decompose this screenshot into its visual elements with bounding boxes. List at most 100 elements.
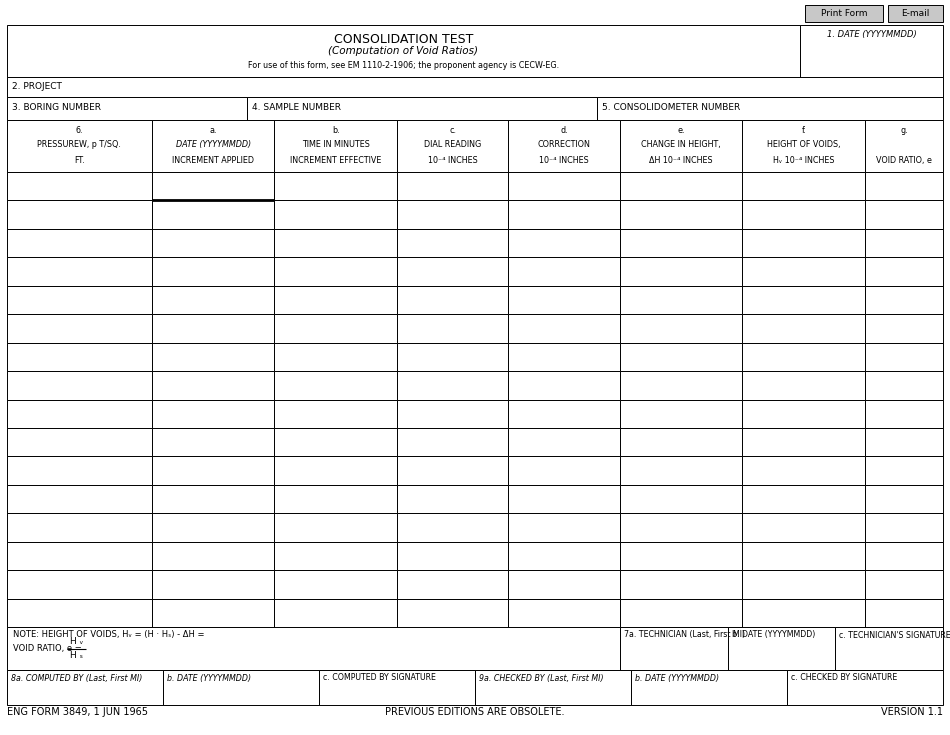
Bar [7, 120, 152, 172]
Bar [631, 670, 787, 705]
Bar [7, 371, 152, 400]
Bar [152, 314, 275, 343]
Text: H ᵥ: H ᵥ [70, 637, 84, 647]
Bar [619, 120, 743, 172]
Text: g.: g. [901, 126, 908, 135]
Bar [743, 343, 865, 371]
Bar [743, 201, 865, 229]
Bar [743, 570, 865, 598]
Text: DIAL READING: DIAL READING [424, 140, 482, 149]
Bar [275, 257, 397, 286]
Bar [397, 314, 508, 343]
Bar [275, 371, 397, 400]
Bar [619, 598, 743, 627]
Bar [7, 485, 152, 513]
Bar [275, 120, 397, 172]
Text: 4. SAMPLE NUMBER: 4. SAMPLE NUMBER [252, 103, 341, 112]
Text: FT.: FT. [74, 156, 85, 165]
Bar [508, 172, 619, 201]
Bar [865, 570, 943, 598]
Bar [397, 257, 508, 286]
Bar [865, 201, 943, 229]
Bar [508, 257, 619, 286]
Text: Print Form: Print Form [821, 9, 867, 18]
Bar [865, 314, 943, 343]
Bar [7, 97, 247, 120]
Bar [275, 400, 397, 428]
Bar [152, 229, 275, 257]
Bar [619, 542, 743, 570]
Bar [7, 670, 163, 705]
Bar [728, 627, 835, 670]
Bar [508, 343, 619, 371]
Bar [475, 670, 631, 705]
Text: a.: a. [209, 126, 217, 135]
Bar [743, 485, 865, 513]
Bar [152, 513, 275, 542]
Text: CHANGE IN HEIGHT,: CHANGE IN HEIGHT, [641, 140, 721, 149]
Bar [743, 456, 865, 485]
Text: ENG FORM 3849, 1 JUN 1965: ENG FORM 3849, 1 JUN 1965 [7, 707, 148, 717]
Text: c. TECHNICIAN'S SIGNATURE: c. TECHNICIAN'S SIGNATURE [839, 631, 950, 639]
Bar [152, 456, 275, 485]
Bar [152, 201, 275, 229]
Text: ΔH 10⁻⁴ INCHES: ΔH 10⁻⁴ INCHES [650, 156, 712, 165]
Bar [319, 670, 475, 705]
Bar [152, 598, 275, 627]
Text: 1. DATE (YYYYMMDD): 1. DATE (YYYYMMDD) [826, 30, 917, 39]
Bar [7, 257, 152, 286]
Bar [7, 598, 152, 627]
Bar [247, 97, 597, 120]
Bar [397, 570, 508, 598]
Bar [7, 286, 152, 314]
Bar [619, 485, 743, 513]
Bar [865, 456, 943, 485]
Bar [7, 314, 152, 343]
Bar [619, 172, 743, 201]
Bar [743, 314, 865, 343]
Bar [152, 371, 275, 400]
Bar [743, 400, 865, 428]
Text: CORRECTION: CORRECTION [538, 140, 591, 149]
Text: b.: b. [332, 126, 339, 135]
Bar [865, 485, 943, 513]
Bar [805, 5, 883, 22]
Bar [865, 371, 943, 400]
Bar [152, 172, 275, 201]
Text: (Computation of Void Ratios): (Computation of Void Ratios) [329, 46, 479, 56]
Bar [865, 343, 943, 371]
Bar [743, 257, 865, 286]
Bar [397, 513, 508, 542]
Text: NOTE: HEIGHT OF VOIDS, Hᵥ = (H · Hₛ) - ΔH =: NOTE: HEIGHT OF VOIDS, Hᵥ = (H · Hₛ) - Δ… [13, 631, 204, 639]
Bar [397, 172, 508, 201]
Bar [835, 627, 943, 670]
Bar [275, 428, 397, 456]
Bar [508, 485, 619, 513]
Bar [743, 286, 865, 314]
Text: TIME IN MINUTES: TIME IN MINUTES [302, 140, 370, 149]
Bar [508, 400, 619, 428]
Bar [597, 97, 943, 120]
Bar [397, 428, 508, 456]
Text: 8a. COMPUTED BY (Last, First MI): 8a. COMPUTED BY (Last, First MI) [11, 673, 142, 683]
Bar [865, 229, 943, 257]
Text: H ₛ: H ₛ [70, 651, 83, 661]
Bar [800, 25, 943, 77]
Bar [619, 627, 728, 670]
Bar [152, 343, 275, 371]
Bar [275, 542, 397, 570]
Bar [7, 456, 152, 485]
Bar [619, 400, 743, 428]
Bar [152, 428, 275, 456]
Bar [865, 400, 943, 428]
Bar [7, 201, 152, 229]
Bar [508, 314, 619, 343]
Bar [619, 201, 743, 229]
Bar [888, 5, 943, 22]
Bar [508, 513, 619, 542]
Text: b. DATE (YYYYMMDD): b. DATE (YYYYMMDD) [732, 631, 815, 639]
Bar [619, 513, 743, 542]
Bar [152, 400, 275, 428]
Bar [7, 428, 152, 456]
Bar [397, 120, 508, 172]
